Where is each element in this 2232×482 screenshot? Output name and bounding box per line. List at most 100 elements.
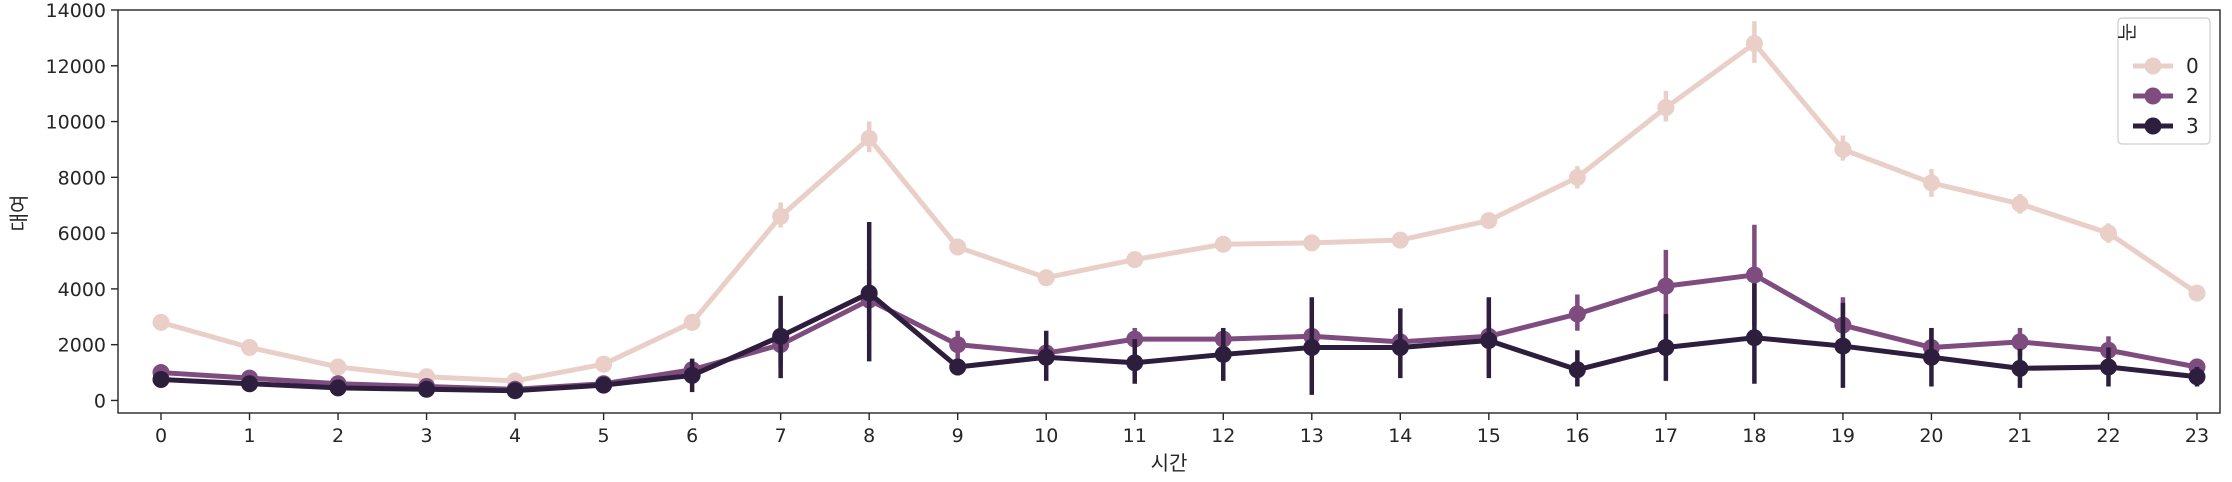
- plot-frame: [117, 9, 2221, 414]
- plot-background: [118, 10, 2220, 413]
- x-tick-label: 12: [1211, 425, 1235, 447]
- y-tick-label: 2000: [58, 335, 106, 357]
- data-point: [1745, 34, 1763, 52]
- data-point: [1037, 348, 1055, 366]
- data-point: [418, 380, 436, 398]
- x-tick-label: 16: [1565, 425, 1589, 447]
- x-tick-label: 2: [332, 425, 344, 447]
- data-point: [772, 327, 790, 345]
- data-point: [1126, 251, 1144, 269]
- y-axis-title: 대여: [7, 195, 31, 232]
- data-point: [506, 382, 524, 400]
- y-tick-label: 6000: [58, 223, 106, 245]
- data-point: [152, 371, 170, 389]
- data-point: [1834, 140, 1852, 158]
- legend-marker: [2144, 117, 2162, 135]
- data-point: [1745, 329, 1763, 347]
- x-tick-label: 23: [2185, 425, 2209, 447]
- series-line: [160, 40, 2199, 384]
- data-point: [683, 313, 701, 331]
- legend-box: [2117, 17, 2211, 145]
- data-point: [2188, 284, 2206, 302]
- x-tick-label: 10: [1034, 425, 1058, 447]
- x-axis: 0 1 2 3 4 5 6 7 8 9 10 11 12 13 14 15 16 17 18 19 20 21 22 23: [155, 413, 2209, 447]
- data-point: [1657, 99, 1675, 117]
- data-point: [595, 376, 613, 394]
- legend: 눈 0 2 3: [2115, 17, 2211, 145]
- legend-marker: [2144, 87, 2162, 105]
- y-axis: 0 2000 4000 6000 8000 10000 12000 14000: [46, 0, 118, 412]
- x-tick-label: 9: [952, 425, 964, 447]
- x-tick-label: 13: [1300, 425, 1324, 447]
- y-tick-label: 0: [94, 390, 106, 412]
- x-tick-label: 14: [1388, 425, 1412, 447]
- x-tick-label: 20: [1919, 425, 1943, 447]
- x-tick-label: 1: [243, 425, 255, 447]
- data-point: [329, 358, 347, 376]
- legend-label: 2: [2186, 84, 2199, 108]
- series-line: [160, 290, 2198, 394]
- data-point: [772, 207, 790, 225]
- x-tick-label: 5: [598, 425, 610, 447]
- data-point: [1568, 361, 1586, 379]
- data-point: [2099, 358, 2117, 376]
- x-tick-label: 15: [1477, 425, 1501, 447]
- x-tick-label: 22: [2096, 425, 2120, 447]
- data-point: [1391, 231, 1409, 249]
- x-tick-label: 19: [1831, 425, 1855, 447]
- legend-title: 눈: [2115, 23, 2139, 41]
- data-point: [1214, 345, 1232, 363]
- legend-label: 3: [2186, 114, 2199, 138]
- data-point: [329, 379, 347, 397]
- data-point: [1568, 168, 1586, 186]
- data-point: [1391, 338, 1409, 356]
- data-point: [595, 355, 613, 373]
- y-tick-label: 10000: [46, 112, 106, 134]
- data-point: [241, 375, 259, 393]
- data-point: [949, 358, 967, 376]
- data-point: [1745, 266, 1763, 284]
- data-point: [2011, 333, 2029, 351]
- data-point: [1657, 338, 1675, 356]
- x-tick-label: 4: [509, 425, 521, 447]
- data-point: [2188, 368, 2206, 386]
- x-tick-label: 6: [686, 425, 698, 447]
- data-point: [152, 313, 170, 331]
- data-point: [1480, 212, 1498, 230]
- x-tick-label: 0: [155, 425, 167, 447]
- y-tick-label: 8000: [58, 167, 106, 189]
- data-point: [1303, 338, 1321, 356]
- data-point: [1568, 305, 1586, 323]
- data-point: [860, 129, 878, 147]
- series-0: [152, 21, 2206, 390]
- x-tick-label: 18: [1742, 425, 1766, 447]
- y-tick-label: 14000: [46, 0, 106, 22]
- data-point: [1037, 269, 1055, 287]
- data-point: [2011, 195, 2029, 213]
- data-point: [1657, 277, 1675, 295]
- x-tick-label: 8: [863, 425, 875, 447]
- data-point: [241, 338, 259, 356]
- x-tick-label: 21: [2008, 425, 2032, 447]
- y-tick-label: 12000: [46, 56, 106, 78]
- data-point: [1834, 337, 1852, 355]
- data-point: [1126, 354, 1144, 372]
- x-tick-label: 17: [1654, 425, 1678, 447]
- data-point: [1214, 235, 1232, 253]
- data-point: [683, 366, 701, 384]
- x-tick-label: 3: [421, 425, 433, 447]
- legend-label: 0: [2186, 54, 2199, 78]
- data-point: [2099, 224, 2117, 242]
- x-axis-title: 시간: [1151, 451, 1188, 475]
- y-tick-label: 4000: [58, 279, 106, 301]
- data-point: [1480, 331, 1498, 349]
- data-point: [1303, 234, 1321, 252]
- data-point: [949, 238, 967, 256]
- data-point: [949, 336, 967, 354]
- data-point: [860, 284, 878, 302]
- x-tick-label: 11: [1123, 425, 1147, 447]
- data-point: [2011, 359, 2029, 377]
- series-layer: [152, 21, 2206, 400]
- series-3: [152, 221, 2206, 400]
